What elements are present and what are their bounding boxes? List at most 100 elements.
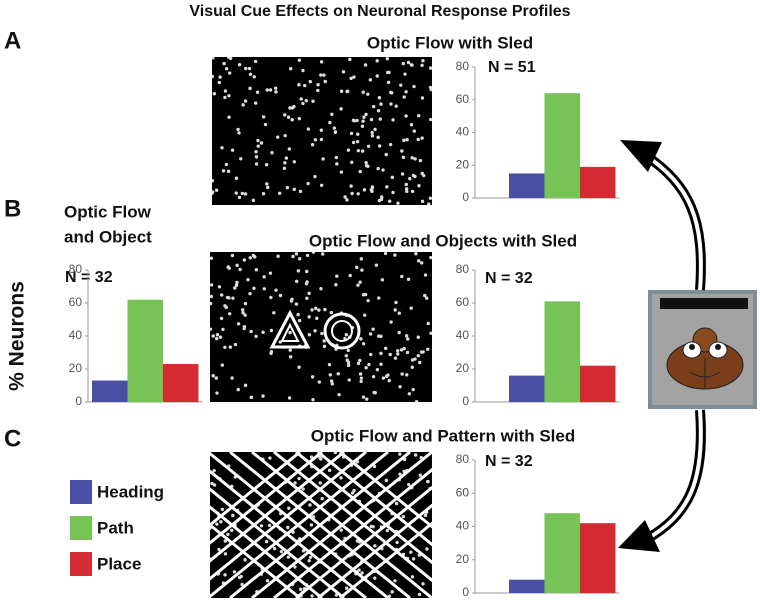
dot [210,327,213,331]
dot [311,252,316,254]
dot [410,575,415,579]
dot [423,513,428,518]
dot [241,308,245,312]
dot [404,334,409,338]
dot [319,60,324,64]
dot [384,152,388,157]
dot [356,148,361,153]
dot [364,163,369,168]
y-tick-label: 80 [456,262,470,276]
annotation: N = 32 [485,453,533,470]
dot [409,306,413,310]
dot [346,89,350,93]
bar [580,365,616,402]
dot [265,182,269,186]
dot [305,253,310,258]
dot [223,89,228,93]
dot [332,126,337,130]
dot [389,320,393,324]
bar [580,166,616,198]
chart-title: Optic Flow and Pattern with Sled [311,426,575,445]
dot [227,94,231,98]
dot [278,293,283,298]
dot [414,400,419,402]
dot [220,146,224,150]
dot [346,363,351,368]
legend-label: Path [97,518,134,537]
dot [339,107,343,111]
dot [294,279,299,284]
dot [224,67,229,71]
dot [396,352,400,356]
pattern-line [273,452,367,598]
dot [394,501,399,506]
pattern-line [210,452,301,598]
dot [235,280,239,285]
dot [292,187,296,192]
dot [389,90,393,95]
dot [384,346,388,351]
dot [225,295,230,300]
object-triangle [269,309,311,349]
dot [327,468,332,473]
dot [249,395,253,400]
dot [378,117,382,121]
dot [429,331,432,335]
dot [253,255,257,259]
dot [411,173,416,178]
dot [322,339,326,343]
legend-swatch [70,552,92,576]
dot [386,80,391,85]
dot [400,172,405,176]
dot [218,75,222,79]
dot [410,156,414,160]
dot [248,291,252,296]
dot [214,188,219,192]
dot [218,335,223,339]
dot [400,149,404,153]
dot [236,387,240,392]
dot [339,89,344,93]
dot [371,327,375,331]
dot [243,558,247,562]
dot [310,375,315,379]
dot [226,532,230,537]
dot [418,158,423,163]
dot [375,59,379,63]
dot [383,252,388,256]
dot [421,59,425,63]
dot [321,252,325,256]
dot [344,586,349,590]
dot [393,579,397,583]
dot [288,330,292,335]
dot [214,336,219,341]
dot [391,118,395,122]
dot [277,191,282,195]
dot [364,366,368,370]
dot [304,98,308,103]
dot [283,161,287,165]
dot [286,525,290,530]
dot [404,90,408,94]
dot [319,457,323,461]
dot [308,555,313,559]
dot [305,269,309,274]
dot [410,189,415,194]
y-tick-label: 0 [75,394,82,408]
dot [241,311,245,315]
dot [406,277,411,282]
dot [226,265,230,269]
dot [420,63,424,68]
dot [373,127,377,132]
dot [253,59,258,64]
dot [341,70,346,74]
dot [384,478,389,483]
dot [297,116,302,121]
dot [242,258,247,262]
dot [268,271,273,275]
dot [272,311,276,315]
dot [339,528,343,532]
dot [301,549,306,553]
dot [223,552,228,556]
dot [379,351,383,356]
